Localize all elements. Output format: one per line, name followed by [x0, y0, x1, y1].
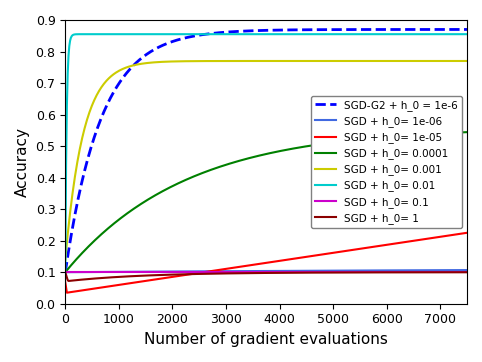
- SGD + h_0= 0.1: [253, 270, 259, 274]
- SGD + h_0= 1e-05: [464, 231, 470, 235]
- SGD + h_0= 0.1: [255, 270, 261, 274]
- SGD-G2 + h_0 = 1e-6: [253, 29, 259, 33]
- SGD + h_0= 1: [455, 270, 461, 274]
- SGD-G2 + h_0 = 1e-6: [392, 27, 398, 31]
- SGD + h_0= 0.01: [464, 32, 470, 36]
- SGD + h_0= 0.1: [464, 270, 470, 274]
- Line: SGD + h_0= 0.01: SGD + h_0= 0.01: [65, 34, 467, 272]
- SGD + h_0= 1: [254, 271, 260, 275]
- SGD + h_0= 1e-06: [455, 268, 460, 272]
- SGD + h_0= 1e-05: [256, 262, 262, 266]
- SGD + h_0= 0.01: [302, 32, 308, 36]
- SGD + h_0= 0.001: [280, 59, 285, 63]
- SGD-G2 + h_0 = 1e-6: [464, 27, 470, 31]
- Line: SGD-G2 + h_0 = 1e-6: SGD-G2 + h_0 = 1e-6: [65, 29, 467, 272]
- SGD + h_0= 0.01: [455, 32, 461, 36]
- SGD + h_0= 0.01: [113, 32, 119, 36]
- SGD + h_0= 0.001: [464, 59, 470, 63]
- SGD + h_0= 0.0001: [62, 270, 68, 274]
- SGD-G2 + h_0 = 1e-6: [255, 28, 261, 33]
- SGD + h_0= 0.01: [392, 32, 398, 36]
- SGD + h_0= 1e-06: [253, 269, 259, 273]
- SGD + h_0= 1e-06: [464, 268, 470, 272]
- SGD-G2 + h_0 = 1e-6: [455, 27, 460, 31]
- SGD + h_0= 1e-05: [455, 232, 461, 236]
- SGD-G2 + h_0 = 1e-6: [62, 270, 68, 274]
- Y-axis label: Accuracy: Accuracy: [15, 127, 30, 197]
- SGD + h_0= 0.001: [455, 59, 460, 63]
- SGD + h_0= 1: [66, 279, 71, 283]
- SGD + h_0= 1e-05: [392, 241, 398, 246]
- SGD + h_0= 1: [392, 270, 398, 274]
- SGD + h_0= 0.01: [281, 32, 286, 36]
- SGD + h_0= 0.001: [301, 59, 307, 63]
- SGD + h_0= 1e-05: [64, 291, 70, 295]
- SGD + h_0= 1: [62, 270, 68, 274]
- SGD + h_0= 0.0001: [392, 134, 398, 139]
- SGD + h_0= 0.01: [62, 270, 68, 274]
- SGD + h_0= 0.0001: [464, 130, 470, 134]
- SGD + h_0= 0.1: [455, 270, 460, 274]
- Line: SGD + h_0= 1e-06: SGD + h_0= 1e-06: [65, 270, 467, 272]
- SGD + h_0= 0.01: [254, 32, 260, 36]
- SGD + h_0= 1e-06: [255, 269, 261, 273]
- SGD + h_0= 1: [464, 270, 470, 274]
- SGD + h_0= 0.0001: [280, 148, 285, 153]
- SGD + h_0= 1e-06: [62, 270, 68, 274]
- Line: SGD + h_0= 0.0001: SGD + h_0= 0.0001: [65, 132, 467, 272]
- SGD + h_0= 0.0001: [301, 144, 307, 149]
- SGD + h_0= 0.1: [62, 270, 68, 274]
- SGD-G2 + h_0 = 1e-6: [280, 28, 285, 32]
- SGD + h_0= 1e-06: [392, 268, 398, 273]
- SGD + h_0= 0.001: [255, 59, 261, 63]
- Legend: SGD-G2 + h_0 = 1e-6, SGD + h_0= 1e-06, SGD + h_0= 1e-05, SGD + h_0= 0.0001, SGD : SGD-G2 + h_0 = 1e-6, SGD + h_0= 1e-06, S…: [310, 96, 462, 228]
- SGD + h_0= 0.0001: [253, 154, 259, 159]
- SGD + h_0= 0.0001: [455, 130, 460, 135]
- SGD + h_0= 0.001: [62, 257, 68, 262]
- SGD + h_0= 1: [302, 270, 308, 275]
- SGD + h_0= 0.1: [280, 270, 285, 274]
- SGD + h_0= 1: [281, 271, 286, 275]
- SGD + h_0= 1e-06: [301, 269, 307, 273]
- SGD-G2 + h_0 = 1e-6: [301, 28, 307, 32]
- SGD + h_0= 0.1: [392, 270, 398, 274]
- SGD + h_0= 0.1: [301, 270, 307, 274]
- SGD + h_0= 0.001: [253, 59, 259, 63]
- Line: SGD + h_0= 1: SGD + h_0= 1: [65, 272, 467, 281]
- SGD + h_0= 1e-05: [62, 280, 68, 285]
- X-axis label: Number of gradient evaluations: Number of gradient evaluations: [144, 332, 388, 347]
- Line: SGD + h_0= 0.001: SGD + h_0= 0.001: [65, 61, 467, 260]
- SGD + h_0= 1: [256, 271, 262, 275]
- Line: SGD + h_0= 1e-05: SGD + h_0= 1e-05: [65, 233, 467, 293]
- SGD + h_0= 1e-05: [302, 255, 308, 259]
- SGD + h_0= 0.0001: [255, 153, 261, 158]
- SGD + h_0= 1e-05: [254, 262, 260, 266]
- SGD + h_0= 0.001: [392, 59, 398, 63]
- SGD + h_0= 1e-05: [281, 258, 286, 262]
- SGD + h_0= 0.01: [256, 32, 262, 36]
- SGD + h_0= 1e-06: [280, 269, 285, 273]
